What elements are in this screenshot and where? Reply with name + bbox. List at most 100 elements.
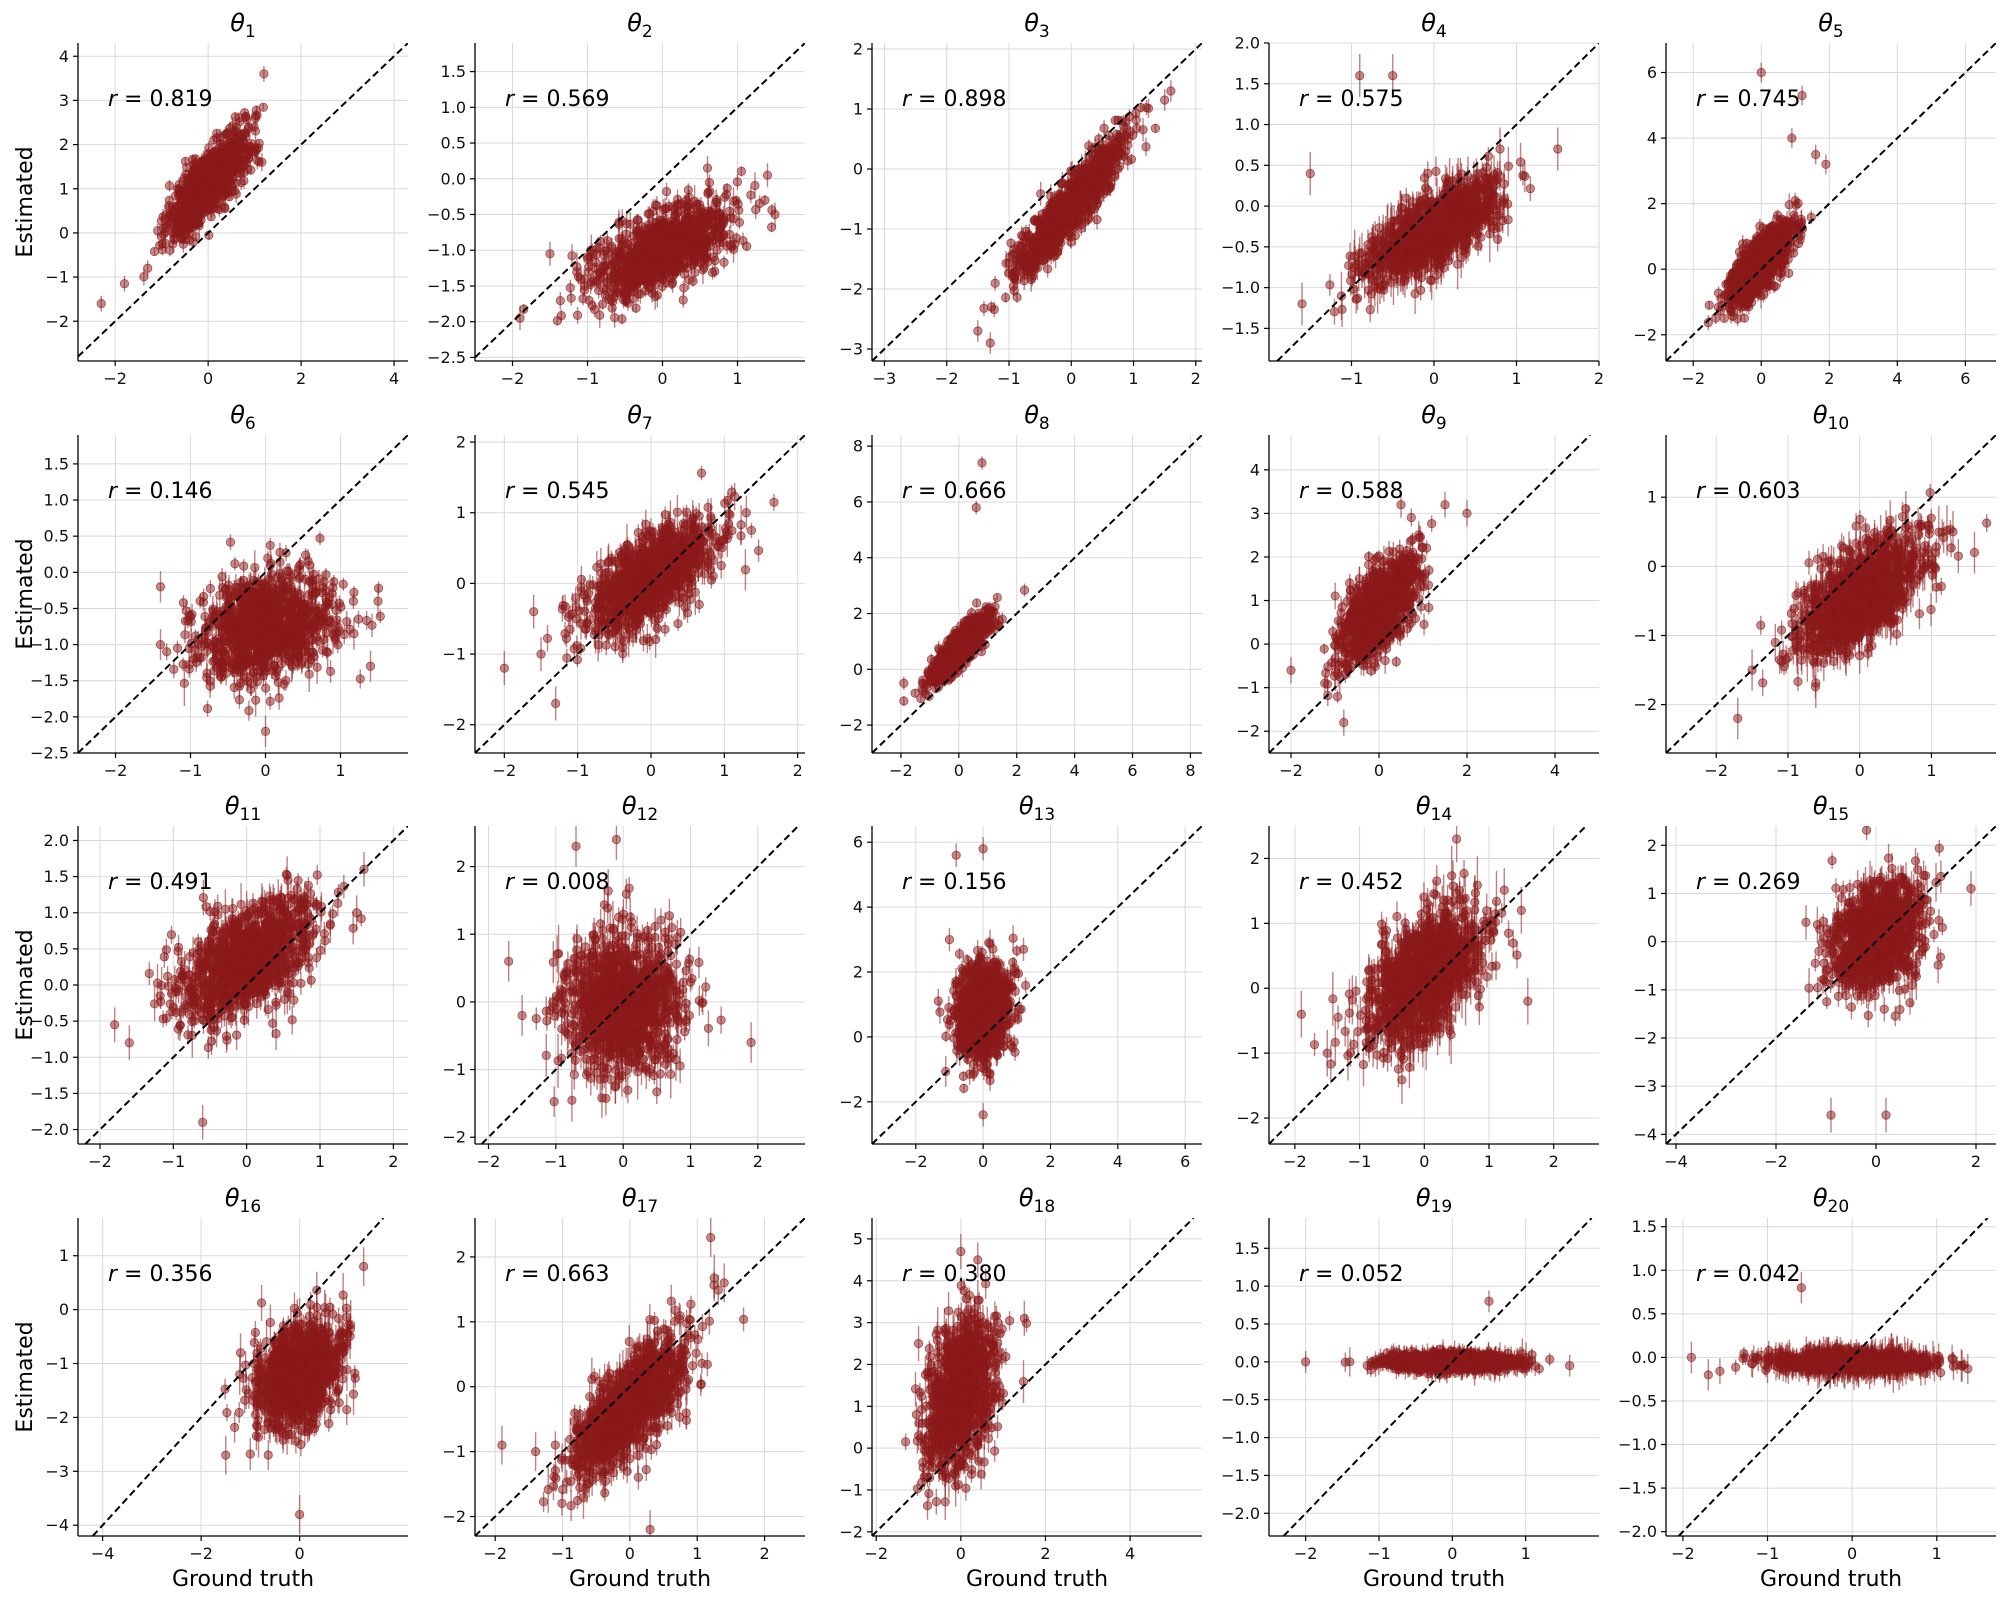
y-tick-label: −2.5: [427, 348, 466, 367]
data-point: [702, 221, 712, 231]
data-point: [207, 204, 217, 214]
data-point: [687, 235, 697, 245]
data-point: [573, 272, 584, 282]
data-point: [625, 243, 635, 254]
data-point: [673, 200, 683, 211]
data-point: [614, 217, 624, 227]
data-point: [240, 108, 250, 118]
data-point: [567, 251, 577, 261]
data-point: [704, 178, 715, 188]
data-points: [96, 65, 269, 312]
data-points: [515, 156, 780, 331]
data-point: [203, 174, 213, 184]
data-point: [623, 268, 633, 279]
data-point: [165, 218, 175, 228]
data-point: [555, 295, 565, 306]
data-point: [219, 202, 230, 212]
data-point: [623, 298, 633, 308]
y-tick-label: −0.5: [427, 205, 466, 224]
y-tick-label: −1.0: [427, 241, 466, 260]
data-point: [660, 220, 670, 231]
data-point: [595, 310, 605, 320]
data-point: [119, 279, 130, 289]
data-point: [164, 181, 175, 191]
data-point: [168, 239, 178, 249]
data-point: [676, 238, 686, 248]
x-tick-label: −2: [501, 369, 525, 388]
y-tick-label: 0.0: [441, 169, 466, 188]
y-tick-label: 1.0: [441, 98, 466, 117]
data-point: [190, 165, 200, 176]
data-point: [710, 224, 720, 234]
data-point: [679, 269, 689, 279]
data-point: [641, 267, 651, 277]
data-point: [578, 294, 588, 304]
x-tick-label: 0: [203, 369, 213, 388]
data-point: [679, 283, 689, 293]
y-axis-title: Estimated: [13, 146, 38, 257]
data-point: [239, 176, 249, 186]
data-point: [236, 129, 246, 139]
data-point: [257, 157, 267, 167]
data-point: [210, 168, 220, 178]
data-point: [206, 212, 216, 222]
data-point: [678, 295, 688, 305]
data-point: [1001, 292, 1011, 303]
data-point: [751, 205, 761, 215]
x-tick-label: −2: [103, 369, 127, 388]
data-point: [702, 163, 713, 173]
data-point: [762, 170, 773, 180]
data-point: [227, 121, 238, 131]
panel-title: θ2: [627, 9, 653, 42]
data-point: [221, 188, 231, 199]
data-point: [685, 246, 696, 256]
data-point: [191, 232, 201, 242]
data-point: [191, 196, 201, 206]
y-tick-label: −1.5: [427, 276, 466, 295]
data-point: [198, 182, 209, 192]
data-point: [254, 138, 264, 148]
x-tick-label: 4: [389, 369, 399, 388]
data-point: [770, 209, 780, 220]
x-tick-label: −1: [576, 369, 600, 388]
data-point: [205, 187, 215, 197]
y-tick-label: 1: [59, 179, 69, 198]
data-point: [177, 233, 187, 243]
data-point: [631, 267, 641, 277]
data-point: [174, 180, 184, 190]
data-point: [662, 186, 672, 197]
data-point: [220, 129, 230, 140]
data-point: [598, 299, 608, 309]
correlation-label: r = 0.569: [505, 87, 609, 112]
data-point: [96, 298, 106, 309]
data-point: [750, 180, 760, 191]
data-points: [973, 80, 1176, 354]
data-point: [643, 279, 653, 289]
data-point: [633, 289, 643, 299]
data-point: [250, 113, 261, 123]
identity-line: [475, 43, 805, 359]
data-point: [197, 191, 208, 201]
data-point: [650, 200, 661, 210]
data-point: [545, 249, 555, 259]
data-point: [215, 138, 226, 149]
data-point: [259, 69, 269, 79]
panel-theta-2: −2 −1 0 1 −2.5 −2.0 −1.5 −1.0 −0.5 0.0 0.5 1.0 1.5 θ2…: [427, 9, 805, 388]
data-point: [668, 225, 679, 235]
data-point: [644, 209, 655, 219]
data-point: [631, 303, 641, 313]
y-tick-label: −2: [45, 312, 69, 331]
data-point: [712, 245, 722, 255]
x-tick-label: 0: [657, 369, 667, 388]
data-point: [733, 199, 743, 209]
data-point: [657, 281, 667, 292]
panel-title: θ1: [230, 9, 256, 42]
data-point: [767, 222, 777, 232]
data-point: [604, 294, 614, 304]
data-point: [572, 262, 582, 272]
data-point: [617, 314, 627, 324]
data-point: [169, 229, 179, 239]
y-tick-label: 3: [59, 91, 69, 110]
data-point: [239, 145, 250, 155]
data-point: [601, 245, 612, 255]
